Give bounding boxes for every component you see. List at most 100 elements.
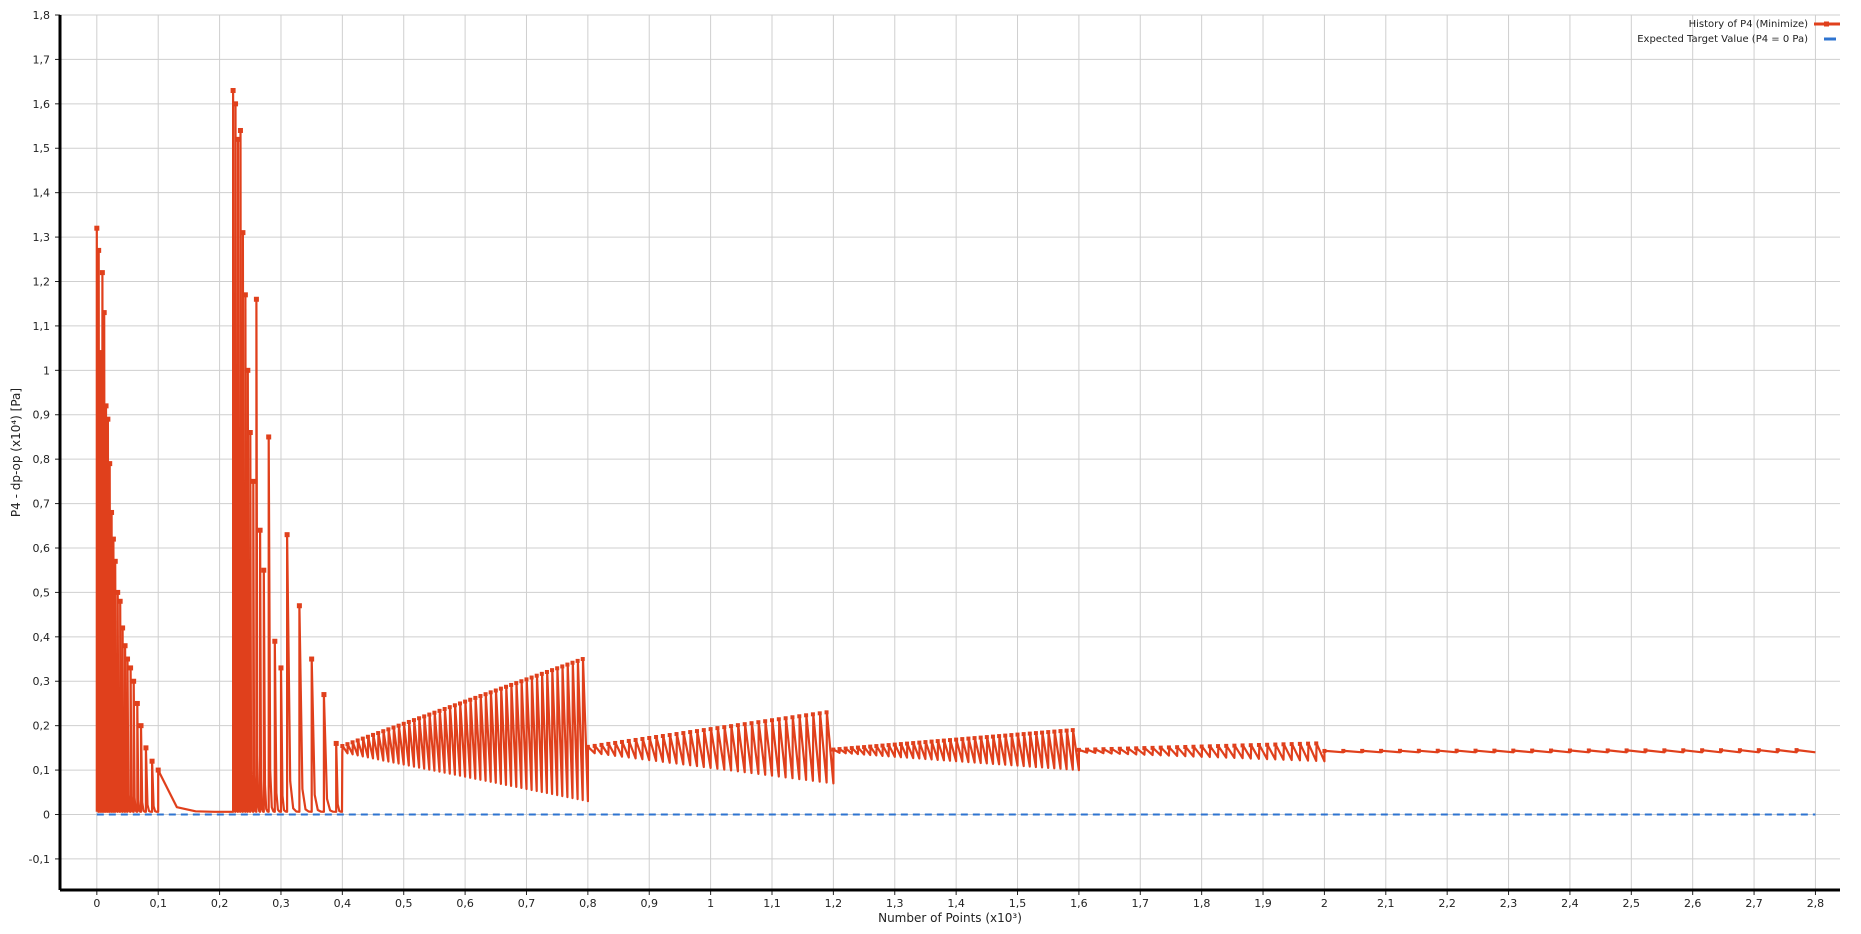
history-point bbox=[278, 665, 284, 671]
history-point bbox=[253, 296, 259, 302]
history-point bbox=[599, 742, 604, 747]
x-tick-label: 1,5 bbox=[1009, 897, 1027, 910]
y-tick-label: 1,2 bbox=[33, 275, 51, 288]
history-point bbox=[592, 743, 597, 748]
history-point bbox=[452, 703, 457, 708]
x-tick-labels: 0 0,1 0,2 0,3 0,4 0,5 0,6 0,7 0,8 0,9 1 1,1 1,2 1,3 1,… bbox=[93, 897, 1824, 910]
history-point bbox=[1240, 743, 1245, 748]
history-point bbox=[849, 746, 854, 751]
legend-item-target-label: Expected Target Value (P4 = 0 Pa) bbox=[1637, 34, 1808, 45]
x-tick-label: 1,7 bbox=[1132, 897, 1150, 910]
history-point bbox=[143, 745, 149, 751]
x-tick-label: 0,6 bbox=[456, 897, 474, 910]
legend-item-history-marker bbox=[1824, 21, 1829, 27]
history-point bbox=[1756, 748, 1761, 753]
history-point bbox=[1567, 748, 1572, 753]
history-point bbox=[843, 746, 848, 751]
history-point bbox=[411, 718, 416, 723]
x-tick-label: 2,1 bbox=[1377, 897, 1395, 910]
history-point bbox=[240, 230, 246, 236]
history-point bbox=[1052, 729, 1057, 734]
history-point bbox=[855, 745, 860, 750]
history-point bbox=[257, 527, 263, 533]
history-point bbox=[498, 686, 503, 691]
y-tick-label: 1,4 bbox=[33, 187, 51, 200]
history-point bbox=[350, 740, 355, 745]
history-point bbox=[892, 742, 897, 747]
x-tick-label: 2,8 bbox=[1807, 897, 1825, 910]
history-point bbox=[660, 734, 665, 739]
history-point bbox=[735, 723, 740, 728]
x-tick-label: 0,7 bbox=[518, 897, 536, 910]
history-point bbox=[1076, 747, 1081, 752]
history-point bbox=[1199, 744, 1204, 749]
history-point bbox=[935, 739, 940, 744]
x-tick-label: 1,8 bbox=[1193, 897, 1211, 910]
x-tick-label: 2,4 bbox=[1561, 897, 1579, 910]
history-point bbox=[371, 732, 376, 737]
history-point bbox=[250, 478, 256, 484]
history-point bbox=[360, 736, 365, 741]
y-tick-label: 0,9 bbox=[33, 409, 51, 422]
y-tick-label: 0,5 bbox=[33, 586, 51, 599]
history-point bbox=[138, 723, 144, 729]
history-point bbox=[1256, 742, 1261, 747]
history-point bbox=[790, 715, 795, 720]
history-point bbox=[230, 88, 236, 94]
history-point bbox=[917, 740, 922, 745]
history-point bbox=[681, 731, 686, 736]
history-point bbox=[972, 736, 977, 741]
history-point bbox=[284, 532, 290, 538]
history-point bbox=[756, 720, 761, 725]
history-point bbox=[391, 725, 396, 730]
history-point bbox=[1158, 745, 1163, 750]
y-tick-label: 1,5 bbox=[33, 142, 51, 155]
y-tick-label: 1,3 bbox=[33, 231, 51, 244]
history-point bbox=[432, 710, 437, 715]
history-point bbox=[272, 638, 278, 644]
history-point bbox=[534, 673, 539, 678]
history-point bbox=[1248, 743, 1253, 748]
history-point bbox=[701, 728, 706, 733]
history-point bbox=[708, 727, 713, 732]
history-point bbox=[837, 747, 842, 752]
history-point bbox=[1273, 742, 1278, 747]
history-series bbox=[94, 88, 1816, 813]
history-point bbox=[862, 745, 867, 750]
legend: History of P4 (Minimize) Expected Target… bbox=[1637, 19, 1840, 45]
history-point bbox=[831, 747, 836, 752]
x-axis-title: Number of Points (x10³) bbox=[878, 911, 1022, 925]
history-point bbox=[1126, 746, 1130, 751]
history-point bbox=[1224, 743, 1229, 748]
history-point bbox=[396, 723, 401, 728]
history-point bbox=[1492, 748, 1497, 753]
history-point bbox=[1033, 731, 1038, 736]
x-tick-label: 2,6 bbox=[1684, 897, 1702, 910]
history-point bbox=[715, 726, 720, 731]
x-tick-label: 0,9 bbox=[640, 897, 658, 910]
history-point bbox=[1183, 744, 1188, 749]
history-point bbox=[868, 744, 873, 749]
history-point bbox=[98, 350, 104, 356]
history-point bbox=[647, 735, 652, 740]
history-point bbox=[1435, 748, 1440, 753]
history-point bbox=[1064, 728, 1069, 733]
x-tick-label: 2,3 bbox=[1500, 897, 1518, 910]
history-point bbox=[309, 656, 315, 662]
history-point bbox=[94, 225, 100, 231]
history-point bbox=[345, 742, 350, 747]
history-point bbox=[296, 603, 302, 609]
history-point bbox=[149, 758, 155, 764]
x-tick-label: 2,7 bbox=[1745, 897, 1763, 910]
history-point bbox=[1473, 748, 1478, 753]
history-point bbox=[422, 714, 427, 719]
history-point bbox=[1281, 742, 1286, 747]
x-tick-label: 0 bbox=[93, 897, 100, 910]
history-point bbox=[509, 682, 514, 687]
history-point bbox=[911, 741, 916, 746]
x-tick-label: 1,9 bbox=[1254, 897, 1272, 910]
y-tick-label: 0 bbox=[43, 808, 50, 821]
history-point bbox=[1549, 748, 1554, 753]
